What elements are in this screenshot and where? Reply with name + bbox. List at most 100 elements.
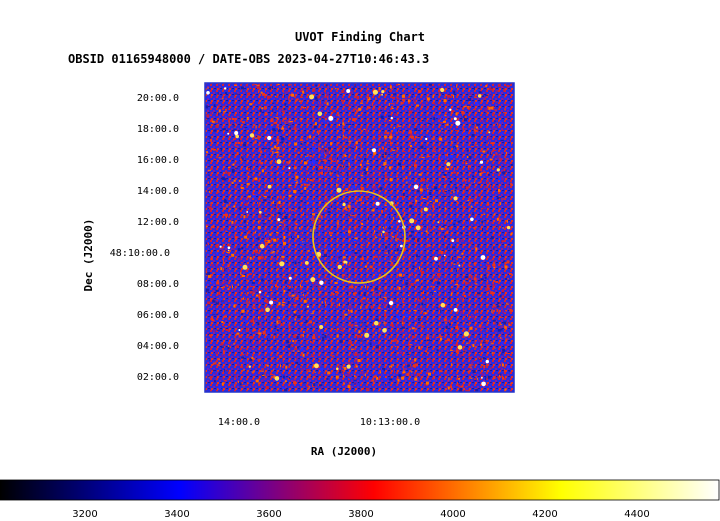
noise-speck	[448, 263, 452, 267]
star	[346, 89, 351, 93]
noise-speck	[457, 150, 459, 154]
noise-speck	[237, 364, 241, 367]
noise-speck	[294, 226, 297, 229]
noise-speck	[325, 318, 328, 320]
noise-speck	[293, 127, 297, 130]
noise-speck	[249, 130, 251, 132]
noise-speck	[373, 375, 377, 378]
noise-speck	[339, 176, 343, 180]
noise-speck	[263, 90, 265, 93]
star	[390, 116, 393, 120]
noise-speck	[207, 181, 209, 184]
noise-speck	[227, 267, 229, 271]
noise-speck	[375, 274, 379, 275]
noise-speck	[345, 217, 348, 219]
noise-speck	[324, 301, 326, 304]
star	[382, 230, 385, 234]
noise-speck	[364, 243, 366, 245]
noise-speck	[389, 260, 392, 262]
noise-speck	[309, 135, 312, 139]
noise-speck	[478, 274, 480, 277]
noise-speck	[352, 253, 355, 257]
noise-speck	[482, 357, 485, 360]
noise-speck	[490, 184, 491, 188]
noise-speck	[477, 298, 479, 300]
noise-speck	[224, 86, 228, 88]
noise-speck	[432, 319, 436, 321]
noise-speck	[273, 375, 276, 379]
noise-speck	[355, 359, 358, 362]
noise-speck	[205, 281, 207, 283]
noise-speck	[206, 290, 207, 293]
noise-speck	[260, 308, 264, 312]
noise-speck	[294, 274, 296, 278]
noise-speck	[228, 243, 230, 245]
noise-speck	[220, 287, 223, 289]
noise-speck	[447, 331, 449, 334]
noise-speck	[501, 254, 502, 257]
noise-speck	[272, 197, 274, 200]
noise-speck	[420, 229, 423, 231]
noise-speck	[369, 364, 371, 366]
noise-speck	[216, 281, 220, 285]
noise-speck	[284, 176, 286, 179]
noise-speck	[218, 109, 221, 113]
noise-speck	[385, 245, 388, 249]
noise-speck	[279, 204, 282, 208]
noise-speck	[345, 104, 349, 107]
noise-speck	[280, 257, 282, 261]
noise-speck	[461, 284, 463, 286]
noise-speck	[510, 182, 513, 186]
noise-speck	[384, 174, 387, 178]
star	[319, 325, 324, 329]
noise-speck	[447, 222, 450, 224]
noise-speck	[247, 175, 250, 178]
noise-speck	[208, 152, 210, 154]
noise-speck	[338, 350, 342, 352]
noise-speck	[279, 108, 282, 111]
noise-speck	[452, 256, 454, 260]
noise-speck	[430, 278, 433, 282]
noise-speck	[285, 91, 289, 94]
noise-speck	[438, 256, 441, 260]
noise-speck	[324, 364, 327, 367]
noise-speck	[429, 335, 431, 337]
noise-speck	[212, 299, 216, 303]
noise-speck	[504, 244, 507, 246]
noise-speck	[505, 324, 509, 327]
noise-speck	[379, 358, 382, 362]
noise-speck	[254, 177, 258, 181]
noise-speck	[291, 236, 292, 238]
noise-speck	[428, 226, 432, 229]
noise-speck	[275, 117, 279, 119]
noise-speck	[386, 346, 387, 348]
noise-speck	[386, 183, 388, 185]
noise-speck	[480, 274, 482, 278]
star	[381, 93, 383, 96]
noise-speck	[470, 285, 472, 288]
noise-speck	[405, 200, 409, 202]
noise-speck	[393, 93, 397, 96]
noise-speck	[484, 108, 488, 112]
noise-speck	[273, 333, 276, 335]
noise-speck	[406, 154, 409, 157]
noise-speck	[210, 375, 213, 378]
noise-speck	[498, 133, 502, 135]
image-frame	[204, 82, 515, 393]
noise-speck	[462, 244, 463, 247]
noise-speck	[222, 350, 225, 354]
noise-speck	[399, 351, 403, 354]
noise-speck	[487, 270, 491, 272]
noise-speck	[254, 179, 258, 181]
noise-speck	[319, 387, 322, 389]
noise-speck	[212, 272, 216, 274]
noise-speck	[329, 151, 331, 155]
noise-speck	[332, 262, 334, 265]
noise-speck	[501, 129, 505, 131]
noise-speck	[300, 202, 304, 204]
noise-speck	[439, 137, 443, 141]
noise-speck	[430, 207, 432, 210]
noise-speck	[460, 107, 462, 111]
noise-speck	[498, 188, 500, 192]
noise-speck	[344, 382, 348, 384]
